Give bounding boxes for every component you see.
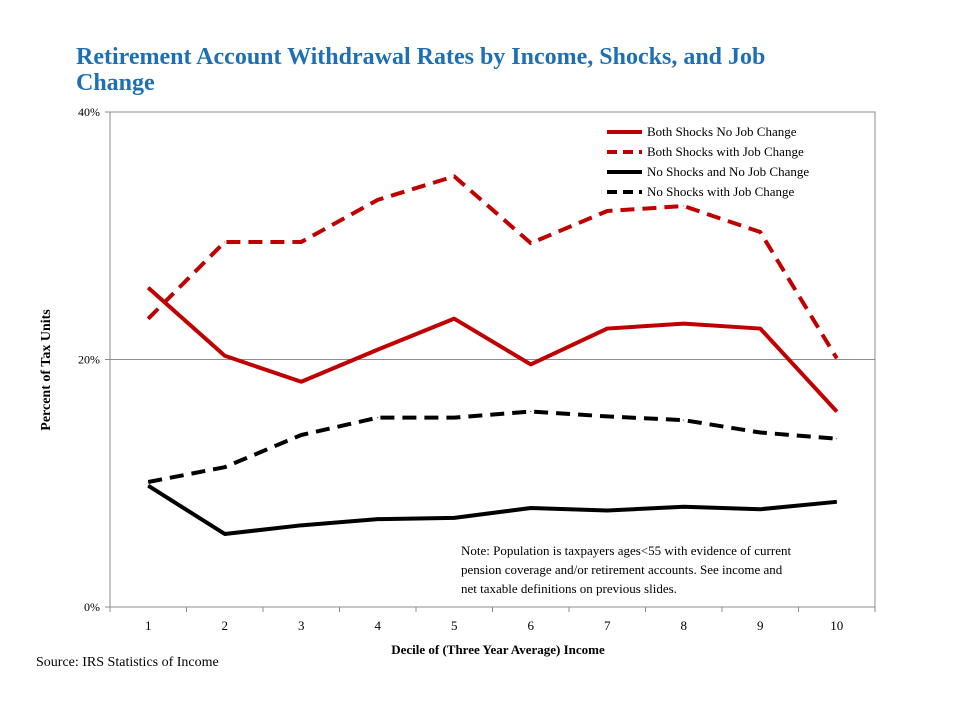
data-point [300, 524, 302, 526]
chart-title: Retirement Account Withdrawal Rates by I… [76, 44, 766, 96]
legend-label: Both Shocks No Job Change [647, 124, 797, 139]
data-point [224, 355, 226, 357]
data-point [836, 410, 838, 412]
data-point [453, 175, 455, 177]
y-axis: 0% 20% 40% [78, 105, 110, 614]
note-annotation: Note: Population is taxpayers ages<55 wi… [461, 543, 791, 596]
data-point [453, 417, 455, 419]
legend: Both Shocks No Job Change Both Shocks wit… [607, 124, 809, 199]
series-line [146, 286, 839, 413]
data-point [453, 318, 455, 320]
x-axis: 1 2 3 4 5 6 7 8 9 10 [109, 607, 876, 633]
x-tick-label: 8 [681, 618, 688, 633]
data-point [530, 242, 532, 244]
data-point [836, 438, 838, 440]
x-tick-label: 9 [757, 618, 764, 633]
source-note: Source: IRS Statistics of Income [36, 655, 219, 670]
data-point [300, 381, 302, 383]
legend-label: No Shocks with Job Change [647, 184, 795, 199]
data-point [836, 501, 838, 503]
x-tick-label: 5 [451, 618, 458, 633]
x-tick-label: 1 [145, 618, 152, 633]
data-point [377, 518, 379, 520]
x-tick-label: 3 [298, 618, 305, 633]
data-point [377, 349, 379, 351]
data-point [377, 199, 379, 201]
legend-label: No Shocks and No Job Change [647, 164, 809, 179]
data-point [759, 508, 761, 510]
data-point [530, 410, 532, 412]
note-line: pension coverage and/or retirement accou… [461, 562, 783, 577]
data-point [147, 287, 149, 289]
data-point [683, 419, 685, 421]
x-tick-label: 7 [604, 618, 611, 633]
data-point [683, 323, 685, 325]
data-point [224, 241, 226, 243]
x-tick-label: 4 [375, 618, 382, 633]
legend-label: Both Shocks with Job Change [647, 144, 804, 159]
data-point [147, 485, 149, 487]
data-point [759, 328, 761, 330]
y-tick-label: 0% [84, 600, 100, 614]
note-line: net taxable definitions on previous slid… [461, 581, 677, 596]
y-tick-label: 40% [78, 105, 100, 119]
data-point [147, 481, 149, 483]
data-point [530, 507, 532, 509]
x-tick-label: 6 [528, 618, 535, 633]
series-line [147, 484, 837, 536]
data-point [300, 241, 302, 243]
note-line: Note: Population is taxpayers ages<55 wi… [461, 543, 791, 558]
data-point [224, 533, 226, 535]
data-point [300, 434, 302, 436]
data-point [224, 466, 226, 468]
data-point [606, 415, 608, 417]
data-point [606, 509, 608, 511]
data-point [377, 417, 379, 419]
data-point [683, 506, 685, 508]
series-line [147, 409, 837, 484]
series-line [146, 174, 839, 360]
data-point [759, 432, 761, 434]
data-point [606, 328, 608, 330]
data-point [453, 517, 455, 519]
data-point [530, 363, 532, 365]
series-lines [146, 174, 839, 536]
x-tick-label: 2 [222, 618, 229, 633]
data-point [683, 205, 685, 207]
data-point [836, 357, 838, 359]
y-axis-label: Percent of Tax Units [39, 309, 54, 431]
x-tick-label: 10 [830, 618, 843, 633]
data-point [606, 210, 608, 212]
x-axis-label: Decile of (Three Year Average) Income [391, 642, 605, 657]
data-point [759, 231, 761, 233]
y-tick-label: 20% [78, 353, 100, 367]
data-point [147, 318, 149, 320]
